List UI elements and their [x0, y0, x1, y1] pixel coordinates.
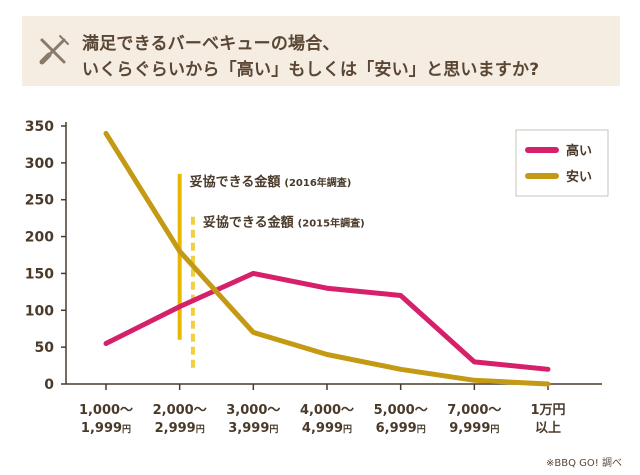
- x-tick-label-yen-4: 円: [417, 424, 426, 435]
- y-tick-label-2: 100: [25, 303, 54, 319]
- y-tick-label-5: 250: [25, 193, 54, 209]
- y-tick-label-4: 200: [25, 230, 54, 246]
- legend-box: [515, 129, 609, 197]
- x-tick-label-line2-2: 3,999円: [228, 421, 278, 436]
- x-tick-label-yen-1: 円: [196, 424, 205, 435]
- x-tick-label-line2-4: 6,999円: [376, 421, 426, 436]
- x-tick-label-line1-2: 3,000～: [226, 403, 280, 418]
- x-tick-label-yen-0: 円: [122, 424, 131, 435]
- y-tick-label-7: 350: [25, 119, 54, 135]
- source-note: ※BBQ GO! 調べ: [546, 458, 622, 469]
- x-tick-label-yen-2: 円: [269, 424, 278, 435]
- x-tick-label-line1-1: 2,000～: [153, 403, 207, 418]
- annotation-sub-0: (2016年調査): [284, 176, 351, 189]
- annotation-sub-1: (2015年調査): [298, 216, 365, 229]
- series-line-1: [103, 130, 551, 387]
- annotation-label-0: 妥協できる金額 (2016年調査): [190, 174, 352, 190]
- x-tick-label-line1-4: 5,000～: [374, 403, 428, 418]
- y-tick-label-3: 150: [25, 266, 54, 282]
- x-tick-label-line2-5: 9,999円: [449, 421, 499, 436]
- x-tick-label-line1-6: 1万円: [530, 403, 565, 418]
- x-tick-label-line2-6: 以上: [535, 421, 561, 436]
- x-tick-label-line2-1: 2,999円: [155, 421, 205, 436]
- x-tick-label-line2-3: 4,999円: [302, 421, 352, 436]
- chart-title-line-2: いくらぐらいから「高い」もしくは「安い」と思いますか?: [82, 60, 540, 80]
- chart-header: 満足できるバーベキューの場合、 いくらぐらいから「高い」もしくは「安い」と思いま…: [22, 16, 620, 86]
- chart-title-line-1: 満足できるバーベキューの場合、: [82, 34, 340, 54]
- legend-label-0: 高い: [566, 143, 592, 159]
- x-tick-label-line2-0: 1,999円: [81, 421, 131, 436]
- y-tick-label-6: 300: [25, 156, 54, 172]
- legend-label-1: 安い: [566, 169, 592, 185]
- x-tick-label-line1-0: 1,000～: [79, 403, 133, 418]
- x-tick-label-line1-3: 4,000～: [300, 403, 354, 418]
- series-line-0: [103, 270, 551, 372]
- annotation-label-1: 妥協できる金額 (2015年調査): [203, 214, 365, 230]
- fork-knife-icon: [39, 35, 69, 65]
- x-tick-label-yen-3: 円: [343, 424, 352, 435]
- y-tick-label-0: 0: [44, 377, 54, 393]
- x-tick-label-yen-5: 円: [490, 424, 499, 435]
- y-tick-label-1: 50: [35, 340, 55, 356]
- x-tick-label-line1-5: 7,000～: [447, 403, 501, 418]
